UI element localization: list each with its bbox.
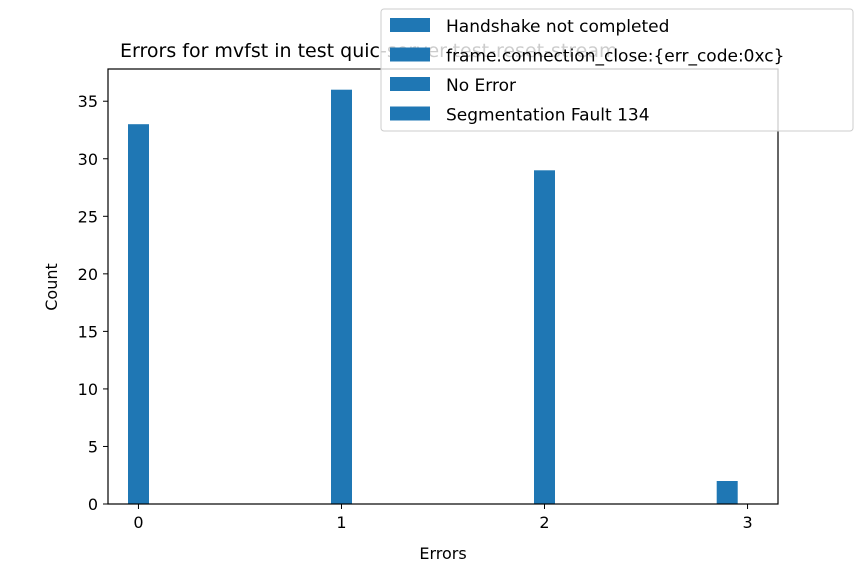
legend: Handshake not completed frame.connection_… — [380, 8, 854, 132]
legend-label-1: frame.connection_close:{err_code:0xc} — [446, 47, 784, 67]
y-tick-label-30: 30 — [78, 150, 98, 169]
legend-label-3: Segmentation Fault 134 — [446, 106, 650, 126]
plot-frame — [107, 68, 779, 505]
bar-1 — [331, 89, 352, 504]
y-tick-label-20: 20 — [78, 265, 98, 284]
bars-layer — [128, 89, 738, 505]
y-tick-label-5: 5 — [88, 437, 98, 456]
x-tick-label-2: 2 — [539, 513, 549, 532]
legend-label-2: No Error — [446, 76, 516, 96]
x-axis-label: Errors — [419, 544, 466, 563]
y-axis: 0 5 10 15 20 25 30 35 — [78, 92, 108, 514]
y-tick-label-15: 15 — [78, 322, 98, 341]
legend-swatch-1 — [390, 47, 430, 62]
x-axis: 0 1 2 3 — [133, 504, 753, 532]
y-axis-label: Count — [42, 263, 61, 311]
x-tick-label-0: 0 — [133, 513, 143, 532]
bar-3 — [716, 481, 738, 504]
x-tick-label-1: 1 — [336, 513, 346, 532]
y-tick-label-35: 35 — [78, 92, 98, 111]
bar-2 — [534, 170, 555, 505]
y-tick-label-25: 25 — [78, 207, 98, 226]
y-tick-label-0: 0 — [88, 495, 98, 514]
legend-box — [380, 8, 854, 132]
legend-swatch-0 — [390, 18, 430, 32]
y-tick-label-10: 10 — [78, 380, 98, 399]
bar-0 — [128, 124, 149, 504]
legend-swatch-3 — [390, 106, 430, 121]
legend-swatch-2 — [390, 77, 430, 91]
legend-label-0: Handshake not completed — [446, 17, 669, 37]
x-tick-label-3: 3 — [742, 513, 752, 532]
